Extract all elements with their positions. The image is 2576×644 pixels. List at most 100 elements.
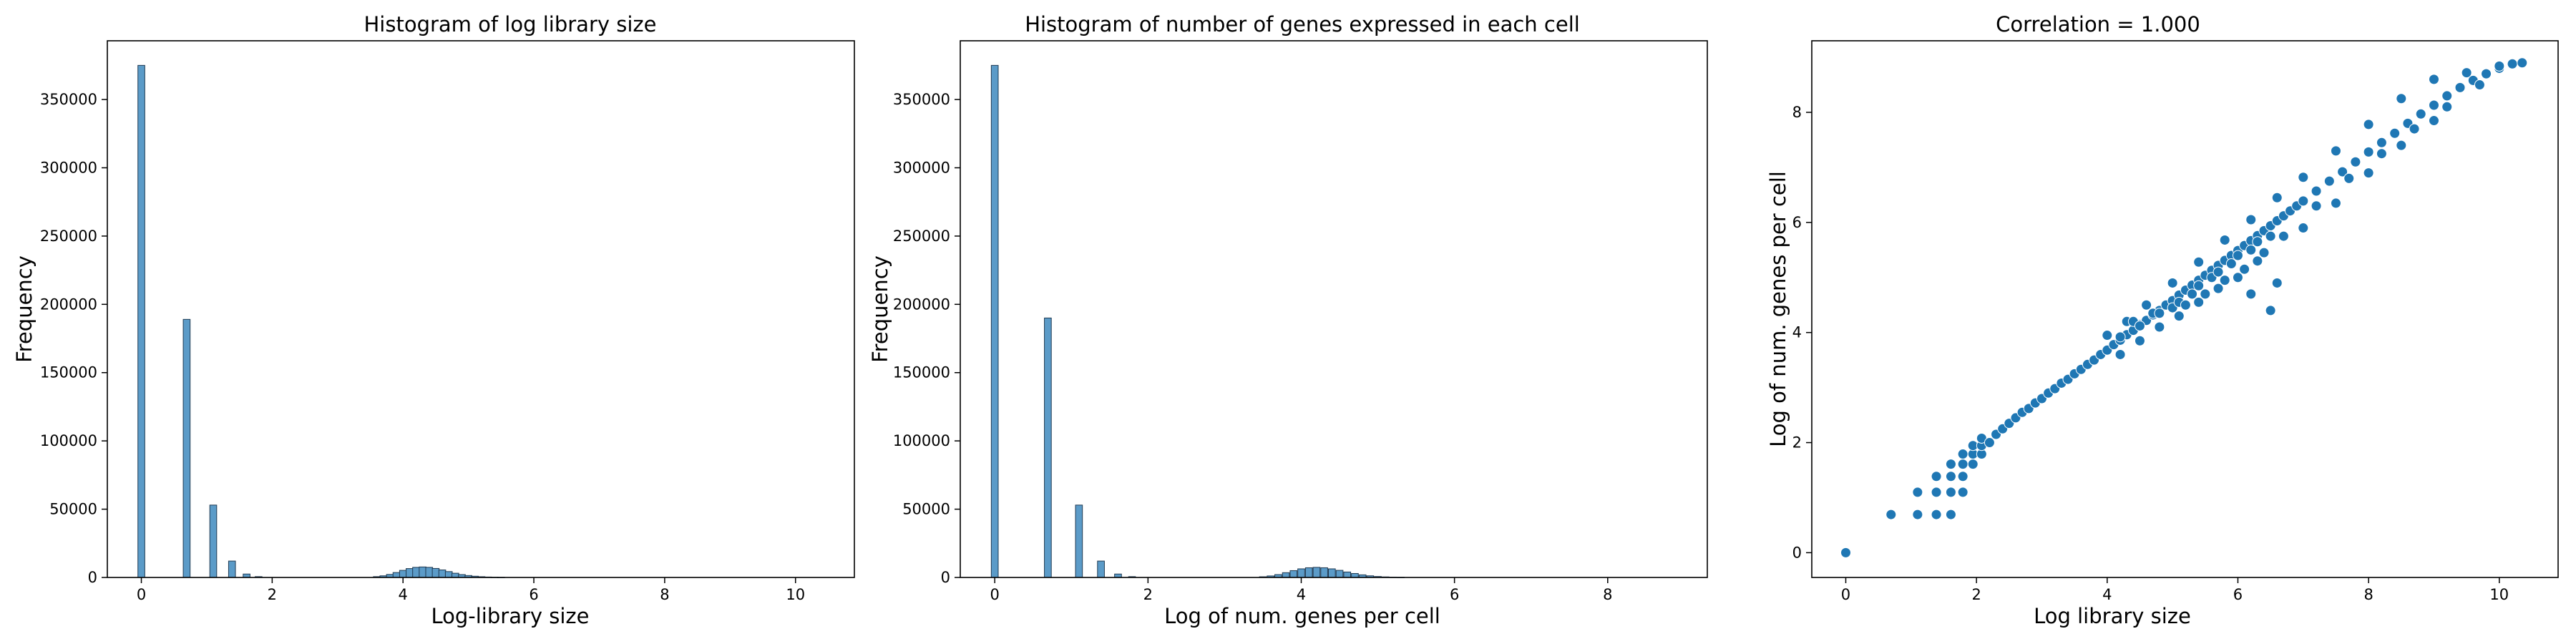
- x-axis-ticks: 0 2 4 6 8 10: [137, 577, 805, 603]
- scatter-point: [1984, 437, 1995, 449]
- y-tick-label: 200000: [40, 296, 97, 313]
- scatter-point: [2239, 263, 2250, 275]
- scatter-point: [2265, 230, 2276, 242]
- scatter-point: [2193, 280, 2205, 291]
- scatter-point: [2428, 115, 2439, 127]
- y-tick-label: 300000: [893, 159, 950, 176]
- y-tick-label: 2: [1792, 434, 1802, 452]
- histogram-bar: [1312, 567, 1321, 578]
- scatter-point: [2363, 167, 2374, 179]
- x-tick-label: 6: [1450, 586, 1459, 603]
- y-tick-label: 350000: [893, 91, 950, 108]
- scatter-point: [1945, 487, 1956, 498]
- scatter-point: [2245, 288, 2257, 300]
- scatter-point: [2252, 255, 2263, 267]
- scatter-point: [2389, 127, 2401, 139]
- scatter-point: [2219, 275, 2230, 286]
- scatter-point: [1912, 487, 1923, 498]
- histogram-bar: [137, 64, 145, 578]
- scatter-point: [2114, 331, 2126, 343]
- histogram-bar: [1044, 317, 1052, 578]
- histogram-bar: [1351, 572, 1359, 578]
- x-tick-label: 2: [1971, 586, 1981, 603]
- x-tick-label: 8: [660, 586, 669, 603]
- x-tick-label: 10: [786, 586, 805, 603]
- histogram-bar: [1097, 560, 1105, 578]
- scatter-point: [2441, 101, 2453, 112]
- scatter-point: [2187, 288, 2198, 300]
- scatter-point: [2193, 296, 2205, 308]
- scatter-point: [2343, 172, 2355, 184]
- bars: [137, 64, 505, 578]
- histogram-bar: [438, 570, 447, 578]
- scatter-point: [2180, 299, 2191, 311]
- scatter-point: [2454, 82, 2466, 93]
- scatter-point: [2219, 234, 2230, 245]
- scatter-point: [2252, 236, 2263, 248]
- y-axis-label: Log of num. genes per cell: [1766, 171, 1790, 447]
- histogram-bar: [1335, 570, 1344, 578]
- plot-frame: [1811, 40, 2559, 578]
- scatter-point: [2154, 321, 2165, 333]
- scatter-point: [2245, 244, 2257, 255]
- y-tick-label: 350000: [40, 91, 97, 108]
- histogram-bar: [444, 571, 453, 578]
- x-tick-label: 4: [1297, 586, 1306, 603]
- x-tick-label: 10: [2489, 586, 2509, 603]
- scatter-point: [2330, 197, 2341, 209]
- scatter-point: [2298, 195, 2309, 207]
- y-axis-ticks: 0 50000 100000 150000 200000 250000 300000 3500…: [40, 91, 107, 586]
- scatter-point: [2102, 330, 2113, 341]
- histogram-bar: [431, 567, 440, 578]
- y-tick-label: 250000: [893, 228, 950, 245]
- scatter-point: [2507, 58, 2518, 69]
- histogram-bar: [412, 567, 420, 578]
- x-axis-label: Log of num. genes per cell: [1164, 604, 1440, 628]
- histogram-bar: [425, 567, 434, 578]
- scatter-point: [2396, 93, 2407, 104]
- y-tick-label: 100000: [893, 432, 950, 449]
- histogram-bar: [1343, 571, 1352, 578]
- scatter-point: [2200, 288, 2211, 300]
- scatter-point: [2141, 299, 2152, 311]
- scatter-point: [2167, 277, 2178, 288]
- x-tick-label: 8: [2363, 586, 2373, 603]
- x-tick-label: 0: [1841, 586, 1850, 603]
- scatter-point: [2330, 145, 2341, 157]
- histogram-bar: [209, 504, 218, 578]
- scatter-point: [2298, 223, 2309, 234]
- scatter-point: [1912, 509, 1923, 520]
- scatter-point: [2311, 185, 2322, 197]
- histogram-log-library-size-panel: Histogram of log library size 0 2 4 6 8 10 0 5…: [12, 12, 855, 628]
- scatter-point: [1957, 487, 1968, 498]
- scatter-point: [2271, 277, 2283, 288]
- plot-frame: [107, 40, 855, 578]
- chart-title: Correlation = 1.000: [1996, 12, 2200, 36]
- chart-title: Histogram of number of genes expressed i…: [1025, 12, 1580, 36]
- scatter-point: [1931, 487, 1942, 498]
- scatter-point: [2428, 74, 2439, 85]
- scatter-point: [1957, 459, 1968, 470]
- histogram-bar: [1328, 568, 1336, 578]
- scatter-point: [2134, 320, 2145, 331]
- scatter-point: [2409, 123, 2420, 135]
- y-tick-label: 0: [1792, 544, 1802, 561]
- scatter-point: [2212, 283, 2224, 294]
- y-tick-label: 0: [88, 569, 97, 586]
- scatter-point: [1945, 471, 1956, 482]
- y-tick-label: 100000: [40, 432, 97, 449]
- scatter-point: [2428, 99, 2439, 111]
- histogram-bar: [406, 568, 414, 578]
- scatter-point: [2225, 258, 2237, 270]
- histogram-bar: [1282, 572, 1290, 578]
- histogram-bar: [990, 64, 999, 578]
- scatter-point: [2311, 200, 2322, 212]
- scatter-point: [2258, 247, 2270, 258]
- scatter-point: [1945, 509, 1956, 520]
- scatter-point: [2376, 148, 2387, 160]
- scatter-point: [2363, 119, 2374, 130]
- x-tick-label: 4: [2102, 586, 2112, 603]
- scatter-point: [1840, 547, 1851, 558]
- scatter-point: [2154, 308, 2165, 319]
